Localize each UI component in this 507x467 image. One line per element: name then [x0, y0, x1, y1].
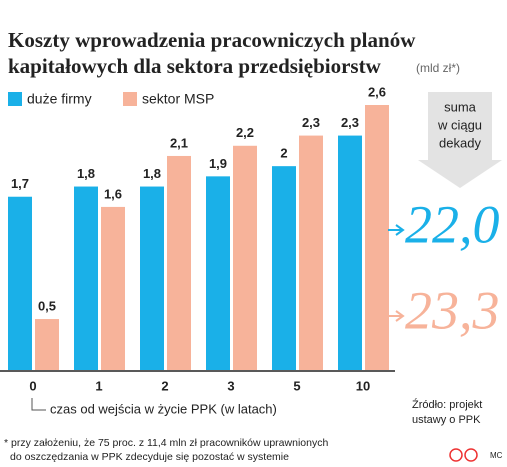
x-tick-label: 10: [356, 378, 370, 393]
bar: [299, 135, 323, 370]
total-arrow-head: [395, 224, 405, 236]
bar: [206, 176, 230, 370]
x-tick-label: 2: [161, 378, 168, 393]
value-label: 1,8: [143, 166, 161, 181]
total-value: 23,3: [405, 280, 500, 340]
x-label-bracket: [31, 398, 46, 411]
summary-text: suma: [444, 99, 477, 114]
legend-swatch: [8, 92, 22, 106]
footnote: * przy założeniu, że 75 proc. z 11,4 mln…: [4, 437, 328, 449]
logo: [449, 448, 463, 462]
value-label: 2: [280, 146, 287, 161]
legend-swatch: [123, 92, 137, 106]
value-label: 1,6: [104, 186, 122, 201]
x-tick-label: 5: [293, 378, 300, 393]
legend-label: sektor MSP: [142, 91, 214, 107]
source: Źródło: projekt: [412, 398, 482, 411]
bar: [101, 206, 125, 370]
chart-title: kapitałowych dla sektora przedsiębiorstw: [8, 54, 382, 78]
value-label: 1,7: [11, 176, 29, 191]
value-label: 2,2: [236, 125, 254, 140]
bar: [74, 186, 98, 370]
summary-text: dekady: [439, 135, 481, 150]
value-label: 1,8: [77, 166, 95, 181]
value-label: 0,5: [38, 298, 56, 313]
bar: [140, 186, 164, 370]
legend-label: duże firmy: [27, 91, 92, 107]
summary-arrow: [418, 92, 502, 188]
unit: (mld zł*): [416, 61, 460, 75]
value-label: 1,9: [209, 156, 227, 171]
bar: [365, 105, 389, 370]
total-value: 22,0: [405, 194, 500, 254]
value-label: 2,1: [170, 135, 188, 150]
bar: [338, 135, 362, 370]
value-label: 2,6: [368, 84, 386, 99]
credit: MC: [490, 451, 503, 460]
bar: [167, 155, 191, 370]
x-tick-label: 1: [95, 378, 102, 393]
x-tick-label: 3: [227, 378, 234, 393]
x-axis-label: czas od wejścia w życie PPK (w latach): [50, 401, 277, 416]
bar: [233, 145, 257, 370]
bar: [272, 166, 296, 370]
footnote: do oszczędzania w PPK zdecyduje się pozo…: [10, 451, 289, 463]
x-tick-label: 0: [29, 378, 36, 393]
bar: [35, 319, 59, 370]
logo: [464, 448, 478, 462]
value-label: 2,3: [341, 115, 359, 130]
total-arrow-head: [395, 310, 405, 322]
source: ustawy o PPK: [412, 414, 481, 426]
value-label: 2,3: [302, 115, 320, 130]
bar: [8, 196, 32, 370]
summary-text: w ciągu: [437, 117, 482, 132]
chart-title: Koszty wprowadzenia pracowniczych planów: [8, 28, 416, 52]
